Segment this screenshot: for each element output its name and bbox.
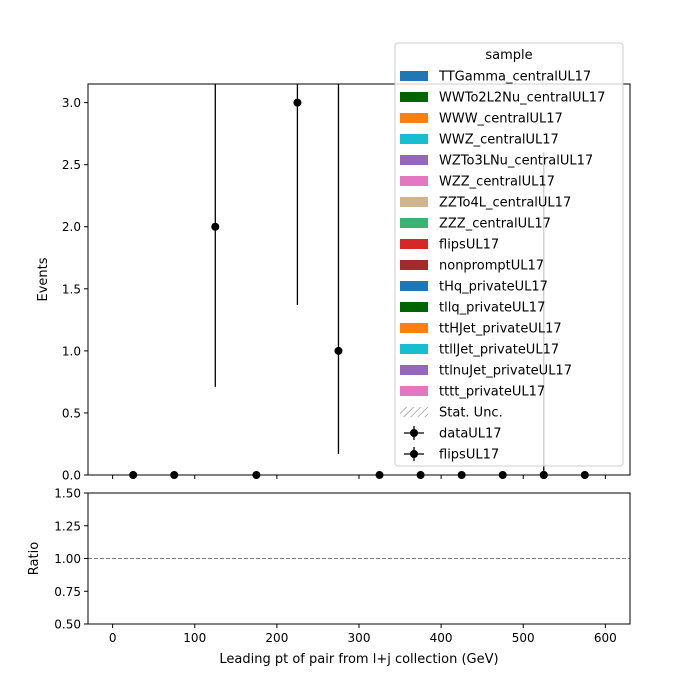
ratio-x-ticks: 0 100 200 300 400 500 600 bbox=[109, 624, 617, 645]
ratio-y-ticks: 0.50 0.75 1.00 1.25 1.50 bbox=[54, 487, 88, 632]
legend-entry: ZZZ_centralUL17 bbox=[400, 217, 551, 232]
legend-entry: WZTo3LNu_centralUL17 bbox=[400, 154, 593, 169]
ratio-y-axis-label: Ratio bbox=[27, 542, 42, 575]
legend-label: WWZ_centralUL17 bbox=[439, 133, 559, 148]
legend-label: flipsUL17 bbox=[439, 448, 499, 463]
legend-box bbox=[394, 42, 624, 467]
ratio-axes-frame bbox=[87, 492, 631, 625]
data-point-dataUL17 bbox=[293, 98, 302, 107]
x-tick-label: 100 bbox=[183, 631, 206, 645]
legend: sample TTGamma_centralUL17 WWTo2L2Nu_cent… bbox=[394, 42, 624, 467]
x-tick-label: 200 bbox=[265, 631, 288, 645]
x-tick-label: 300 bbox=[348, 631, 371, 645]
ratio-y-tick-label: 0.75 bbox=[54, 585, 81, 599]
legend-swatch bbox=[400, 71, 428, 81]
legend-label: ttlnuJet_privateUL17 bbox=[439, 364, 572, 379]
legend-swatch bbox=[400, 344, 428, 354]
main-y-axis-label: Events bbox=[36, 257, 51, 301]
ratio-y-tick-label: 1.50 bbox=[54, 487, 81, 501]
legend-entries: TTGamma_centralUL17 WWTo2L2Nu_centralUL17… bbox=[400, 70, 605, 463]
legend-entry: flipsUL17 bbox=[400, 238, 499, 253]
legend-entry: tllq_privateUL17 bbox=[400, 301, 545, 316]
main-y-tick-label: 1.5 bbox=[62, 282, 81, 296]
legend-entry: TTGamma_centralUL17 bbox=[400, 70, 591, 85]
main-y-tick-label: 0.0 bbox=[62, 469, 81, 483]
legend-entry: WWZ_centralUL17 bbox=[400, 133, 559, 148]
data-point-dataUL17 bbox=[211, 222, 220, 231]
legend-swatch bbox=[400, 365, 428, 375]
legend-entry: ZZTo4L_centralUL17 bbox=[400, 196, 571, 211]
legend-swatch bbox=[400, 134, 428, 144]
legend-entry: ttllJet_privateUL17 bbox=[400, 343, 559, 358]
x-tick-label: 600 bbox=[594, 631, 617, 645]
legend-swatch bbox=[400, 176, 428, 186]
main-y-tick-label: 3.0 bbox=[62, 96, 81, 110]
legend-swatch bbox=[400, 218, 428, 228]
legend-entry: ttHJet_privateUL17 bbox=[400, 322, 562, 337]
legend-label: WWTo2L2Nu_centralUL17 bbox=[439, 91, 605, 106]
legend-swatch bbox=[400, 281, 428, 291]
legend-label: flipsUL17 bbox=[439, 238, 499, 253]
ratio-y-tick-label: 1.00 bbox=[54, 552, 81, 566]
legend-title: sample bbox=[485, 48, 532, 63]
legend-label: nonpromptUL17 bbox=[439, 259, 544, 274]
x-axis-label: Leading pt of pair from l+j collection (… bbox=[219, 652, 498, 667]
x-tick-label: 400 bbox=[430, 631, 453, 645]
legend-entry: ttlnuJet_privateUL17 bbox=[400, 364, 572, 379]
legend-entry: Stat. Unc. bbox=[400, 406, 503, 421]
legend-label: ZZTo4L_centralUL17 bbox=[439, 196, 571, 211]
legend-swatch bbox=[400, 92, 428, 102]
data-point-dataUL17 bbox=[334, 346, 343, 355]
legend-entry: flipsUL17 bbox=[404, 447, 499, 463]
x-tick-label: 500 bbox=[512, 631, 535, 645]
main-x-ticks bbox=[112, 475, 606, 479]
legend-label: WZZ_centralUL17 bbox=[439, 175, 555, 190]
main-y-tick-label: 1.0 bbox=[62, 344, 81, 358]
legend-entry: nonpromptUL17 bbox=[400, 259, 544, 274]
legend-label: TTGamma_centralUL17 bbox=[438, 70, 591, 85]
ratio-panel: 0.50 0.75 1.00 1.25 1.50 0 100 200 300 400 500 600… bbox=[27, 487, 631, 667]
legend-label: tllq_privateUL17 bbox=[439, 301, 545, 316]
legend-entry: WZZ_centralUL17 bbox=[400, 175, 555, 190]
legend-swatch bbox=[400, 323, 428, 333]
legend-label: ttllJet_privateUL17 bbox=[439, 343, 559, 358]
legend-swatch bbox=[400, 197, 428, 207]
legend-label: tttt_privateUL17 bbox=[439, 385, 545, 400]
legend-swatch bbox=[400, 113, 428, 123]
legend-entry: WWW_centralUL17 bbox=[400, 112, 563, 127]
legend-swatch bbox=[400, 302, 428, 312]
legend-marker bbox=[410, 450, 418, 458]
legend-label: Stat. Unc. bbox=[439, 406, 503, 421]
legend-entry: tHq_privateUL17 bbox=[400, 280, 548, 295]
legend-label: tHq_privateUL17 bbox=[439, 280, 548, 295]
main-y-ticks: 0.0 0.5 1.0 1.5 2.0 2.5 3.0 bbox=[62, 96, 88, 483]
legend-swatch bbox=[400, 386, 428, 396]
legend-label: ttHJet_privateUL17 bbox=[439, 322, 562, 337]
legend-label: dataUL17 bbox=[439, 427, 502, 442]
ratio-y-tick-label: 1.25 bbox=[54, 519, 81, 533]
legend-swatch bbox=[400, 155, 428, 165]
x-tick-label: 0 bbox=[109, 631, 117, 645]
legend-swatch bbox=[400, 260, 428, 270]
legend-label: ZZZ_centralUL17 bbox=[439, 217, 551, 232]
legend-swatch-hatch bbox=[400, 407, 428, 417]
legend-swatch bbox=[400, 239, 428, 249]
legend-label: WWW_centralUL17 bbox=[439, 112, 563, 127]
legend-marker bbox=[410, 429, 418, 437]
legend-entry: tttt_privateUL17 bbox=[400, 385, 545, 400]
legend-entry: dataUL17 bbox=[404, 426, 502, 442]
main-y-tick-label: 2.0 bbox=[62, 220, 81, 234]
main-y-tick-label: 2.5 bbox=[62, 158, 81, 172]
ratio-y-tick-label: 0.50 bbox=[54, 618, 81, 632]
legend-entry: WWTo2L2Nu_centralUL17 bbox=[400, 91, 605, 106]
legend-label: WZTo3LNu_centralUL17 bbox=[439, 154, 593, 169]
main-axes-frame bbox=[87, 83, 631, 476]
main-y-tick-label: 0.5 bbox=[62, 406, 81, 420]
